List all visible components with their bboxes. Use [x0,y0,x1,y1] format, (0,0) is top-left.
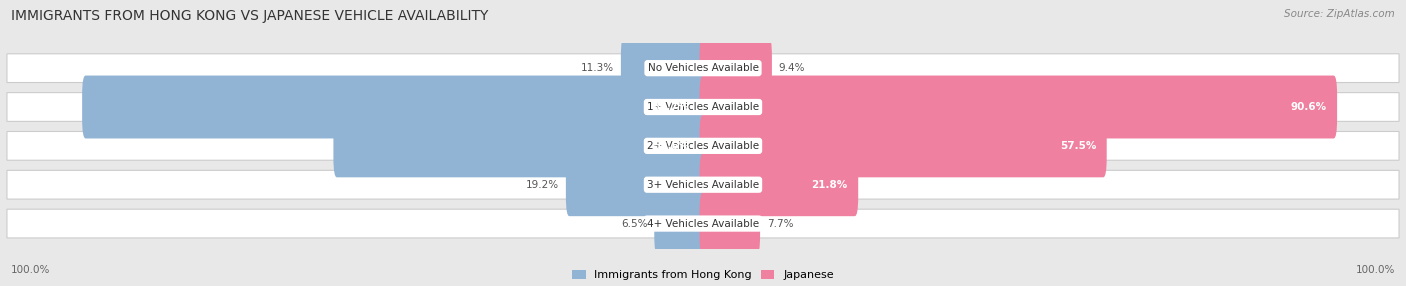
FancyBboxPatch shape [700,76,1337,138]
Text: Source: ZipAtlas.com: Source: ZipAtlas.com [1284,9,1395,19]
FancyBboxPatch shape [700,114,1107,177]
Text: 52.6%: 52.6% [652,141,689,151]
Text: 4+ Vehicles Available: 4+ Vehicles Available [647,219,759,229]
Text: 100.0%: 100.0% [1355,265,1395,275]
Text: 88.7%: 88.7% [652,102,689,112]
Text: 11.3%: 11.3% [581,63,614,73]
FancyBboxPatch shape [7,93,1399,121]
Text: 19.2%: 19.2% [526,180,560,190]
FancyBboxPatch shape [333,114,706,177]
FancyBboxPatch shape [82,76,706,138]
Text: 7.7%: 7.7% [768,219,793,229]
FancyBboxPatch shape [7,170,1399,199]
Text: 21.8%: 21.8% [811,180,848,190]
FancyBboxPatch shape [700,192,761,255]
Text: IMMIGRANTS FROM HONG KONG VS JAPANESE VEHICLE AVAILABILITY: IMMIGRANTS FROM HONG KONG VS JAPANESE VE… [11,9,489,23]
Text: 1+ Vehicles Available: 1+ Vehicles Available [647,102,759,112]
Text: 2+ Vehicles Available: 2+ Vehicles Available [647,141,759,151]
Legend: Immigrants from Hong Kong, Japanese: Immigrants from Hong Kong, Japanese [572,270,834,281]
FancyBboxPatch shape [700,37,772,100]
FancyBboxPatch shape [621,37,706,100]
Text: 3+ Vehicles Available: 3+ Vehicles Available [647,180,759,190]
Text: 90.6%: 90.6% [1291,102,1327,112]
FancyBboxPatch shape [700,153,858,216]
FancyBboxPatch shape [7,209,1399,238]
FancyBboxPatch shape [654,192,706,255]
Text: 57.5%: 57.5% [1060,141,1097,151]
Text: 100.0%: 100.0% [11,265,51,275]
FancyBboxPatch shape [565,153,706,216]
Text: 9.4%: 9.4% [779,63,806,73]
Text: 6.5%: 6.5% [621,219,647,229]
Text: No Vehicles Available: No Vehicles Available [648,63,758,73]
FancyBboxPatch shape [7,132,1399,160]
FancyBboxPatch shape [7,54,1399,83]
